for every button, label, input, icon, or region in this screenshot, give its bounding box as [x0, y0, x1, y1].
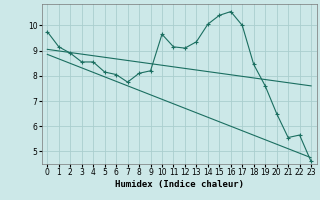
X-axis label: Humidex (Indice chaleur): Humidex (Indice chaleur) [115, 180, 244, 189]
